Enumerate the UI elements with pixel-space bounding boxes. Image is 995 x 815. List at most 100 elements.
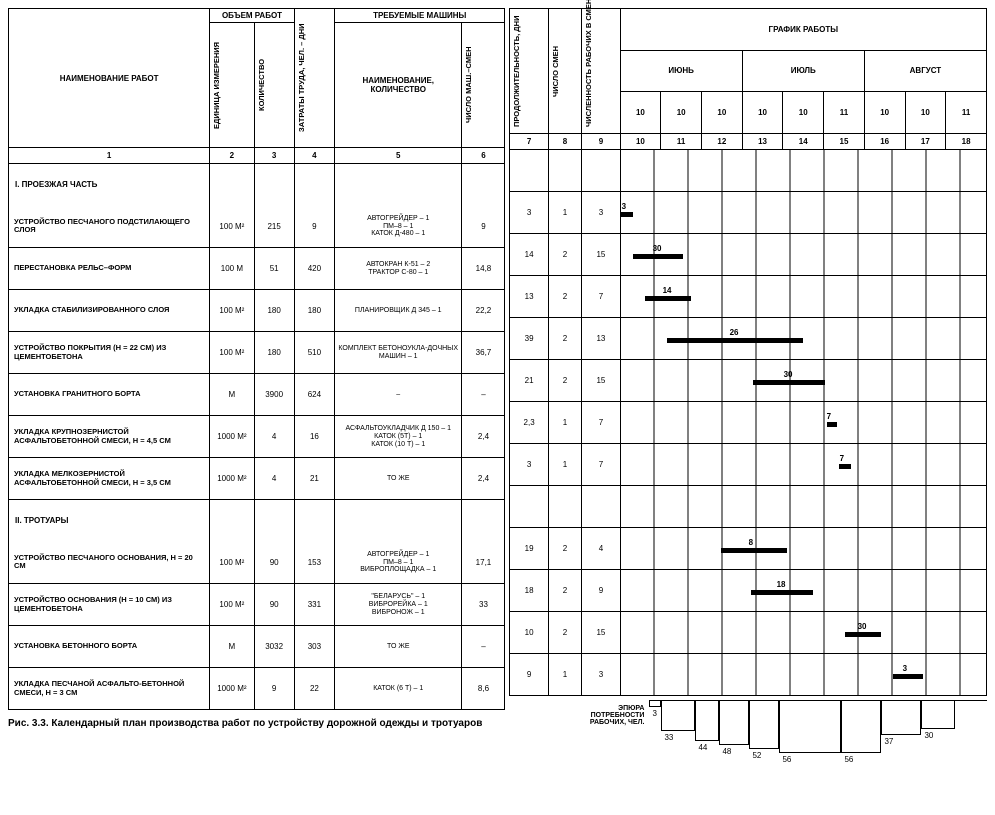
cell: 16	[294, 416, 334, 458]
gantt-bar	[893, 674, 923, 679]
decade-cell: 10	[620, 92, 661, 134]
hdr-sched: ГРАФИК РАБОТЫ	[620, 9, 986, 51]
colnum: 2	[210, 148, 254, 164]
figure-caption: Рис. 3.3. Календарный план производства …	[8, 718, 505, 729]
cell: 331	[294, 584, 334, 626]
gantt-row: 182918	[510, 570, 987, 612]
step-bar: 56	[841, 701, 881, 753]
cell: 21	[510, 360, 548, 402]
cell: 22,2	[462, 290, 505, 332]
month-jul: ИЮЛЬ	[742, 50, 864, 92]
cell: УСТАНОВКА БЕТОННОГО БОРТА	[9, 626, 210, 668]
cell: 7	[582, 276, 620, 318]
cell: 1	[548, 654, 582, 696]
cell: 100 М²	[210, 206, 254, 248]
bar-label: 26	[730, 328, 739, 337]
decade-cell: 11	[946, 92, 987, 134]
hdr-machname: НАИМЕНОВАНИЕ, КОЛИЧЕСТВО	[335, 23, 462, 148]
gantt-row: 2,3177	[510, 402, 987, 444]
hdr-labor: ЗАТРАТЫ ТРУДА, ЧЕЛ. – ДНИ	[298, 18, 307, 138]
cell: 180	[294, 290, 334, 332]
cell: "БЕЛАРУСЬ" – 1ВИБРОРЕЙКА – 1ВИБРОНОЖ – 1	[335, 584, 462, 626]
cell: 15	[582, 234, 620, 276]
step-bar: 52	[749, 701, 779, 749]
cell: 14,8	[462, 248, 505, 290]
gantt-bar	[751, 590, 813, 595]
schedule-table: ПРОДОЛЖИТЕЛЬНОСТЬ, ДНИ ЧИСЛО СМЕН ЧИСЛЕН…	[509, 8, 987, 696]
cell: АВТОКРАН К-51 – 2ТРАКТОР С-80 – 1	[335, 248, 462, 290]
decade-cell: 10	[864, 92, 905, 134]
cell: 420	[294, 248, 334, 290]
table-row: УСТАНОВКА ГРАНИТНОГО БОРТАМ3900624––	[9, 374, 505, 416]
cell: 1000 М²	[210, 416, 254, 458]
labor-diagram: ЭПЮРА ПОТРЕБНОСТИ РАБОЧИХ, ЧЕЛ. 33344485…	[649, 700, 987, 790]
cell: УСТРОЙСТВО ОСНОВАНИЯ (h = 10 СМ) ИЗ ЦЕМЕ…	[9, 584, 210, 626]
cell: КАТОК (6 т) – 1	[335, 668, 462, 710]
hdr-vol: ОБЪЕМ РАБОТ	[210, 9, 295, 23]
bar-label: 14	[663, 286, 672, 295]
table-row: УСТРОЙСТВО ПОКРЫТИЯ (h = 22 см) ИЗ ЦЕМЕН…	[9, 332, 505, 374]
cell: УСТРОЙСТВО ПЕСЧАНОГО ПОДСТИЛАЮЩЕГО СЛОЯ	[9, 206, 210, 248]
left-table-block: НАИМЕНОВАНИЕ РАБОТ ОБЪЕМ РАБОТ ЗАТРАТЫ Т…	[8, 8, 505, 790]
table-row: УКЛАДКА СТАБИЛИЗИРОВАННОГО СЛОЯ100 М²180…	[9, 290, 505, 332]
gantt-row: 9133	[510, 654, 987, 696]
gantt-cell: 14	[620, 276, 986, 318]
cell: 100 М²	[210, 584, 254, 626]
cell: 9	[254, 668, 294, 710]
cell: 90	[254, 542, 294, 584]
gantt-cell: 7	[620, 444, 986, 486]
gantt-bar	[621, 212, 633, 217]
gantt-cell: 30	[620, 234, 986, 276]
cell: 2	[548, 276, 582, 318]
gantt-bar	[839, 464, 851, 469]
cell: 510	[294, 332, 334, 374]
gantt-row: 132714	[510, 276, 987, 318]
cell: 13	[582, 318, 620, 360]
cell: –	[335, 374, 462, 416]
cell: 2	[548, 360, 582, 402]
cell: 17,1	[462, 542, 505, 584]
cell: 3900	[254, 374, 294, 416]
gantt-cell: 3	[620, 192, 986, 234]
cell: 2	[548, 234, 582, 276]
cell: 2	[548, 612, 582, 654]
gantt-row: 3133	[510, 192, 987, 234]
cell: –	[462, 626, 505, 668]
cell: 2	[548, 318, 582, 360]
cell: КОМПЛЕКТ БЕТОНОУКЛА-ДОЧНЫХ МАШИН – 1	[335, 332, 462, 374]
gantt-cell: 3	[620, 654, 986, 696]
table-row: УКЛАДКА КРУПНОЗЕРНИСТОЙ АСФАЛЬТОБЕТОННОЙ…	[9, 416, 505, 458]
cell: 2	[548, 528, 582, 570]
gantt-row: 3177	[510, 444, 987, 486]
cell: УСТРОЙСТВО ПЕСЧАНОГО ОСНОВАНИЯ, h = 20 С…	[9, 542, 210, 584]
cell: 7	[582, 444, 620, 486]
cell: 1	[548, 444, 582, 486]
bar-label: 7	[827, 412, 831, 421]
cell: 1	[548, 192, 582, 234]
cell: 90	[254, 584, 294, 626]
cell: 100 М²	[210, 542, 254, 584]
cell: АВТОГРЕЙДЕР – 1ПМ–8 – 1КАТОК Д-480 – 1	[335, 206, 462, 248]
gantt-bar	[827, 422, 837, 427]
schedule-document: НАИМЕНОВАНИЕ РАБОТ ОБЪЕМ РАБОТ ЗАТРАТЫ Т…	[8, 8, 987, 790]
cell: 4	[582, 528, 620, 570]
gantt-row: 1021530	[510, 612, 987, 654]
gantt-cell: 18	[620, 570, 986, 612]
bar-label: 18	[777, 580, 786, 589]
bar-label: 8	[749, 538, 753, 547]
gantt-row: 1421530	[510, 234, 987, 276]
cell: М	[210, 626, 254, 668]
cell: 100 М	[210, 248, 254, 290]
cell: УКЛАДКА КРУПНОЗЕРНИСТОЙ АСФАЛЬТОБЕТОННОЙ…	[9, 416, 210, 458]
cell: 2	[548, 570, 582, 612]
step-bar: 37	[881, 701, 921, 735]
gantt-row: 19248	[510, 528, 987, 570]
colnum: 4	[294, 148, 334, 164]
bar-label: 3	[622, 202, 626, 211]
gantt-row: 2121530	[510, 360, 987, 402]
cell: 36,7	[462, 332, 505, 374]
cell: 9	[582, 570, 620, 612]
cell: 1000 М²	[210, 668, 254, 710]
section-header: II. ТРОТУАРЫ	[9, 500, 210, 542]
cell: 9	[294, 206, 334, 248]
